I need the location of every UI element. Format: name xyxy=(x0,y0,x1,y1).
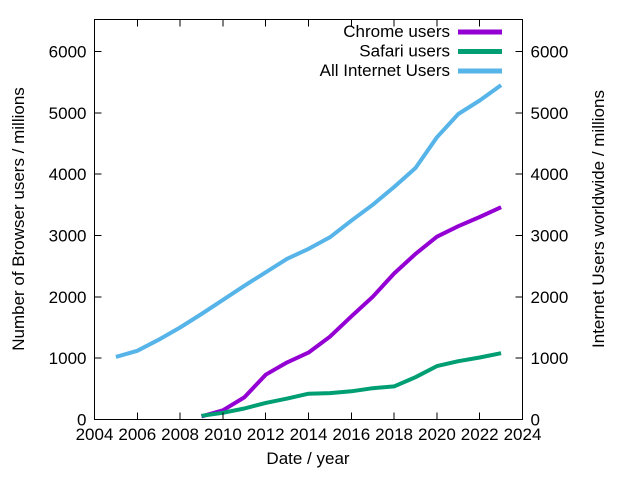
y-axis-ticks-left: 0 1000 2000 3000 4000 5000 6000 xyxy=(49,42,102,430)
y-tick-label-left: 4000 xyxy=(49,165,87,184)
y-tick-label-left: 2000 xyxy=(49,288,87,307)
legend-label-chrome-users: Chrome users xyxy=(343,22,450,41)
x-tick-label: 2012 xyxy=(247,425,285,444)
y-tick-label-left: 6000 xyxy=(49,42,87,61)
x-tick-label: 2008 xyxy=(161,425,199,444)
y-tick-label-left: 3000 xyxy=(49,226,87,245)
x-tick-label: 2024 xyxy=(504,425,542,444)
x-tick-label: 2006 xyxy=(118,425,156,444)
y-tick-label-right: 6000 xyxy=(531,42,569,61)
series-line-safari-users xyxy=(201,351,502,418)
y-tick-label-left: 0 xyxy=(77,411,86,430)
x-axis-ticks: 2004 2006 2008 2010 2012 2014 2016 2018 2020 2022… xyxy=(76,19,542,444)
y-tick-label-right: 1000 xyxy=(531,349,569,368)
y-axis-label-left: Number of Browser users / millions xyxy=(9,87,28,351)
y-tick-label-left: 1000 xyxy=(49,349,87,368)
y-tick-label-right: 3000 xyxy=(531,226,569,245)
x-tick-label: 2020 xyxy=(418,425,456,444)
y-tick-label-left: 5000 xyxy=(49,104,87,123)
x-tick-label: 2014 xyxy=(290,425,328,444)
legend-label-all-internet-users: All Internet Users xyxy=(320,61,450,80)
x-tick-label: 2004 xyxy=(76,425,114,444)
x-tick-label: 2010 xyxy=(204,425,242,444)
x-tick-label: 2022 xyxy=(461,425,499,444)
y-tick-label-right: 2000 xyxy=(531,288,569,307)
x-tick-label: 2018 xyxy=(375,425,413,444)
y-axis-label-right: Internet Users worldwide / millions xyxy=(589,90,608,348)
series-lines xyxy=(115,83,503,419)
y-tick-label-right: 0 xyxy=(531,411,540,430)
legend-label-safari-users: Safari users xyxy=(359,42,450,61)
series-line-chrome-users xyxy=(200,205,502,419)
y-tick-label-right: 4000 xyxy=(531,165,569,184)
x-tick-label: 2016 xyxy=(332,425,370,444)
series-line-all-internet-users xyxy=(115,83,503,359)
y-tick-label-right: 5000 xyxy=(531,104,569,123)
x-axis-label: Date / year xyxy=(266,449,349,468)
y-axis-ticks-right: 0 1000 2000 3000 4000 5000 6000 xyxy=(515,42,569,430)
